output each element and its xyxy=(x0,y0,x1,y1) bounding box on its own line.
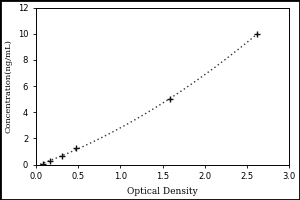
Y-axis label: Concentration(ng/mL): Concentration(ng/mL) xyxy=(4,39,12,133)
X-axis label: Optical Density: Optical Density xyxy=(127,187,198,196)
